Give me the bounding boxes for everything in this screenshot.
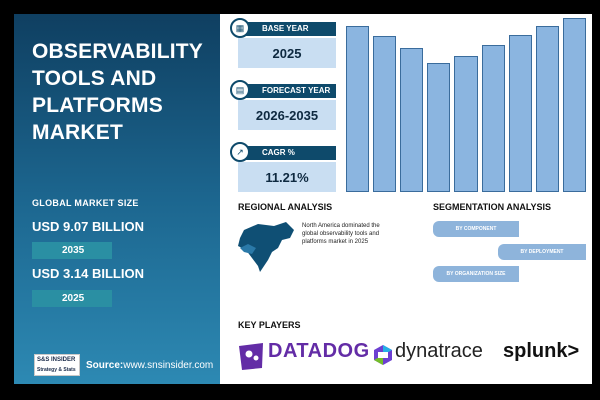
datadog-logo-icon [239, 343, 263, 370]
chart-bar-6 [481, 44, 505, 192]
market-value-2035: USD 9.07 BILLION [32, 219, 144, 234]
base-year-value: 2025 [238, 38, 336, 68]
market-bar-chart [346, 18, 586, 192]
global-market-size-label: GLOBAL MARKET SIZE [32, 198, 139, 208]
year-badge-2035: 2035 [32, 242, 112, 259]
north-america-map-icon [238, 222, 294, 272]
player-dynatrace: dynatrace [395, 340, 483, 362]
calendar-icon: ▦ [230, 18, 250, 38]
chart-bar-4 [427, 62, 451, 192]
left-panel: OBSERVABILITY TOOLS AND PLATFORMS MARKET… [14, 14, 220, 384]
sns-insider-logo: S&S INSIDER Strategy & Stats [34, 354, 80, 376]
forecast-year-value: 2026-2035 [238, 100, 336, 130]
chart-bar-3 [400, 47, 424, 192]
chart-bar-2 [373, 36, 397, 192]
base-year-label: BASE YEAR [238, 22, 336, 36]
base-year-card: ▦ BASE YEAR 2025 [230, 18, 336, 68]
market-value-2025: USD 3.14 BILLION [32, 266, 144, 281]
chart-icon: ▤ [230, 80, 250, 100]
source-label: Source: [86, 360, 124, 371]
player-datadog: DATADOG [268, 340, 370, 362]
chart-bar-1 [346, 26, 370, 192]
segment-by-component: BY COMPONENT [433, 221, 519, 237]
cagr-value: 11.21% [238, 162, 336, 192]
year-badge-2025: 2025 [32, 290, 112, 307]
source-url[interactable]: www.snsinsider.com [123, 360, 214, 371]
segment-by-deployment: BY DEPLOYMENT [498, 244, 586, 260]
forecast-year-card: ▤ FORECAST YEAR 2026-2035 [230, 80, 336, 130]
regional-analysis-heading: REGIONAL ANALYSIS [238, 202, 333, 212]
segment-by-organization-size: BY ORGANIZATION SIZE [433, 266, 519, 282]
chart-bar-5 [454, 56, 478, 192]
dynatrace-logo-icon [374, 345, 392, 365]
cagr-label: CAGR % [238, 146, 336, 160]
cagr-card: ↗ CAGR % 11.21% [230, 142, 336, 192]
player-splunk: splunk> [503, 340, 580, 362]
chart-bar-8 [535, 26, 559, 192]
regional-note: North America dominated the global obser… [302, 223, 380, 245]
chart-bar-7 [508, 34, 532, 192]
source-line: S&S INSIDER Strategy & Stats Source:www.… [34, 354, 214, 376]
key-players-heading: KEY PLAYERS [238, 320, 301, 330]
forecast-year-label: FORECAST YEAR [238, 84, 336, 98]
chart-bar-9 [562, 18, 586, 192]
growth-icon: ↗ [230, 142, 250, 162]
segmentation-analysis-heading: SEGMENTATION ANALYSIS [433, 202, 552, 212]
market-title: OBSERVABILITY TOOLS AND PLATFORMS MARKET [32, 40, 203, 144]
